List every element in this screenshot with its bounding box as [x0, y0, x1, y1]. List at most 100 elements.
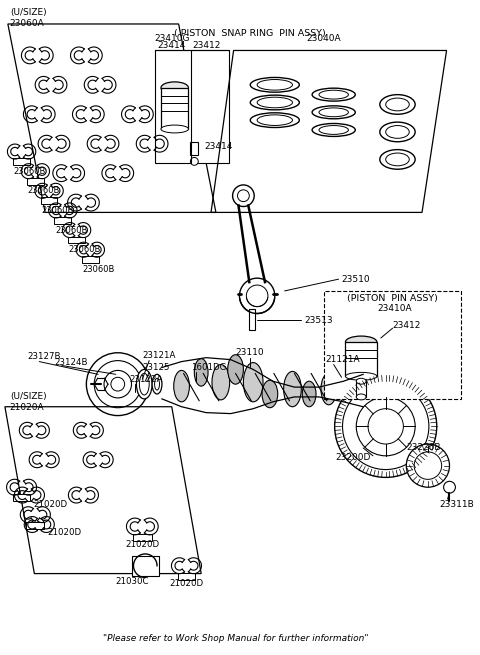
Text: 23200D: 23200D	[336, 453, 371, 462]
Ellipse shape	[356, 379, 366, 384]
Bar	[133, 534, 152, 542]
Bar	[27, 178, 44, 185]
Circle shape	[356, 397, 415, 456]
Ellipse shape	[257, 115, 292, 126]
Text: 23410A: 23410A	[378, 304, 412, 313]
Text: 23410G: 23410G	[154, 34, 190, 43]
Text: 23510: 23510	[342, 274, 370, 284]
Text: 23414: 23414	[157, 41, 186, 50]
Text: 21020D: 21020D	[125, 540, 159, 549]
Bar	[26, 522, 44, 529]
Bar	[13, 159, 30, 165]
Bar	[249, 309, 255, 330]
Ellipse shape	[155, 379, 159, 390]
Ellipse shape	[174, 371, 190, 402]
Bar	[68, 236, 85, 244]
Ellipse shape	[302, 381, 316, 407]
Text: 21020D: 21020D	[34, 500, 68, 510]
Text: 23060B: 23060B	[55, 225, 87, 234]
Bar	[356, 381, 366, 397]
Text: 23060B: 23060B	[83, 265, 115, 274]
Text: (U/SIZE)
21020A: (U/SIZE) 21020A	[10, 392, 47, 411]
Text: 1601DG: 1601DG	[192, 363, 227, 372]
Ellipse shape	[386, 126, 409, 138]
Bar	[82, 256, 98, 263]
Circle shape	[191, 157, 198, 165]
Ellipse shape	[250, 95, 300, 110]
Ellipse shape	[319, 126, 348, 134]
Text: 23414: 23414	[204, 142, 232, 151]
Text: 21030C: 21030C	[116, 577, 149, 586]
Ellipse shape	[152, 375, 162, 394]
Ellipse shape	[386, 153, 409, 166]
Text: "Please refer to Work Shop Manual for further information": "Please refer to Work Shop Manual for fu…	[103, 634, 368, 643]
Circle shape	[343, 383, 429, 470]
Circle shape	[238, 190, 249, 202]
Ellipse shape	[161, 125, 189, 133]
Ellipse shape	[321, 373, 336, 405]
Ellipse shape	[228, 355, 243, 384]
Text: 23060B: 23060B	[14, 166, 46, 176]
Text: 23060B: 23060B	[69, 245, 101, 254]
Bar	[161, 88, 189, 129]
Circle shape	[444, 481, 456, 493]
Ellipse shape	[243, 363, 263, 402]
Circle shape	[86, 353, 149, 415]
Ellipse shape	[346, 373, 377, 381]
Bar	[155, 50, 228, 163]
Ellipse shape	[262, 381, 278, 407]
Text: 23125: 23125	[142, 363, 170, 372]
Circle shape	[335, 375, 437, 477]
Ellipse shape	[386, 98, 409, 111]
Ellipse shape	[250, 77, 300, 92]
Circle shape	[111, 377, 125, 391]
Ellipse shape	[257, 79, 292, 90]
Bar	[191, 141, 198, 155]
Circle shape	[246, 285, 268, 307]
Circle shape	[104, 371, 132, 398]
Text: 23513: 23513	[304, 316, 333, 325]
Text: 23311B: 23311B	[440, 500, 474, 510]
Text: 23121A: 23121A	[142, 351, 176, 360]
Ellipse shape	[312, 88, 355, 101]
Bar	[324, 291, 461, 399]
Ellipse shape	[319, 90, 348, 99]
Ellipse shape	[346, 336, 377, 348]
Circle shape	[414, 452, 442, 479]
Ellipse shape	[194, 359, 208, 386]
Text: 23127B: 23127B	[27, 352, 61, 361]
Text: 23122A: 23122A	[130, 375, 163, 384]
Ellipse shape	[380, 94, 415, 114]
Bar	[178, 572, 195, 580]
Text: 23226B: 23226B	[406, 443, 441, 453]
Text: ( PISTON  SNAP RING  PIN ASSY): ( PISTON SNAP RING PIN ASSY)	[174, 29, 326, 38]
Text: 23124B: 23124B	[54, 358, 87, 367]
Text: 23412: 23412	[192, 41, 220, 50]
Text: 21020D: 21020D	[169, 579, 204, 588]
Ellipse shape	[161, 82, 189, 94]
Text: 23412: 23412	[393, 321, 421, 329]
Circle shape	[240, 278, 275, 314]
Circle shape	[233, 185, 254, 206]
Text: 21020D: 21020D	[47, 528, 81, 537]
Bar	[13, 495, 30, 501]
Ellipse shape	[312, 124, 355, 136]
Text: 23040A: 23040A	[307, 34, 341, 43]
Text: (U/SIZE)
23060A: (U/SIZE) 23060A	[10, 9, 47, 28]
Text: 23060B: 23060B	[27, 186, 60, 195]
Bar	[346, 342, 377, 377]
Ellipse shape	[250, 113, 300, 128]
Circle shape	[406, 444, 449, 487]
Ellipse shape	[312, 106, 355, 119]
Ellipse shape	[257, 97, 292, 108]
Ellipse shape	[356, 394, 366, 400]
Ellipse shape	[212, 365, 229, 400]
Ellipse shape	[136, 369, 152, 399]
Ellipse shape	[319, 108, 348, 117]
Text: (PISTON  PIN ASSY): (PISTON PIN ASSY)	[347, 294, 438, 303]
Text: 23060B: 23060B	[41, 206, 73, 215]
Ellipse shape	[139, 373, 149, 395]
Ellipse shape	[380, 122, 415, 141]
Bar	[132, 556, 159, 576]
Ellipse shape	[284, 371, 301, 407]
